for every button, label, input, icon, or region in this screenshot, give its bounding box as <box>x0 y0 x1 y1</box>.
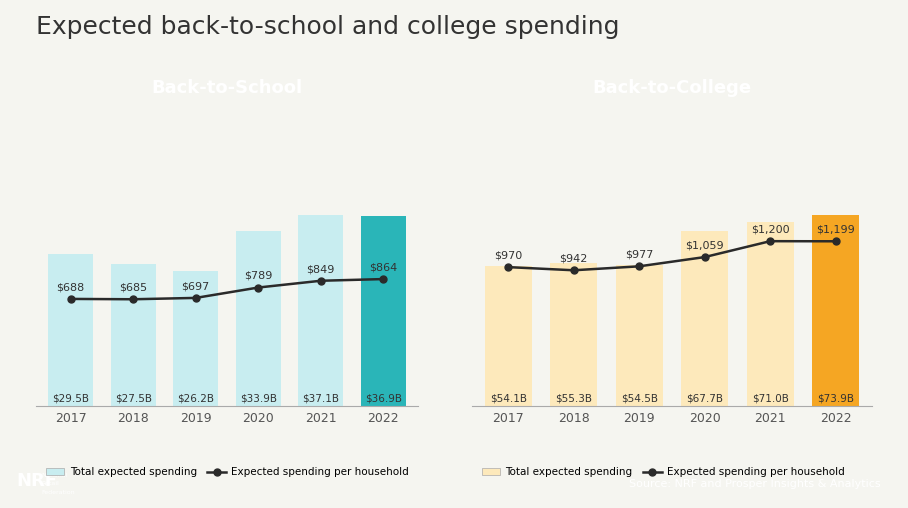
Text: Back-to-College: Back-to-College <box>592 79 752 98</box>
Text: $29.5B: $29.5B <box>52 394 89 403</box>
Bar <box>746 222 794 406</box>
Text: $697: $697 <box>182 281 210 291</box>
Text: Back-to-School: Back-to-School <box>152 79 302 98</box>
Text: $67.7B: $67.7B <box>686 394 723 403</box>
Bar <box>681 231 728 406</box>
Text: $977: $977 <box>625 249 654 260</box>
Bar <box>485 266 532 406</box>
Bar <box>812 215 859 406</box>
Legend: Total expected spending, Expected spending per household: Total expected spending, Expected spendi… <box>478 463 849 482</box>
Text: $54.1B: $54.1B <box>489 394 527 403</box>
Text: National: National <box>42 472 68 478</box>
Text: Retail: Retail <box>42 482 60 486</box>
Text: $970: $970 <box>494 250 522 261</box>
Text: $1,200: $1,200 <box>751 225 789 235</box>
Bar <box>48 254 94 406</box>
Legend: Total expected spending, Expected spending per household: Total expected spending, Expected spendi… <box>42 463 413 482</box>
Text: $27.5B: $27.5B <box>114 394 152 403</box>
Bar <box>236 231 281 406</box>
Bar <box>616 265 663 406</box>
Text: $688: $688 <box>56 282 84 292</box>
Text: $789: $789 <box>244 271 272 281</box>
Bar <box>360 216 406 406</box>
Text: $37.1B: $37.1B <box>302 394 340 403</box>
Text: $864: $864 <box>370 262 398 272</box>
Text: $55.3B: $55.3B <box>555 394 592 403</box>
Bar <box>173 271 218 406</box>
Text: $685: $685 <box>119 282 147 293</box>
Bar <box>298 215 343 406</box>
Text: Source: NRF and Prosper Insights & Analytics: Source: NRF and Prosper Insights & Analy… <box>629 479 881 489</box>
Text: $54.5B: $54.5B <box>621 394 657 403</box>
Text: $71.0B: $71.0B <box>752 394 789 403</box>
Text: Federation: Federation <box>42 490 75 495</box>
Text: $33.9B: $33.9B <box>240 394 277 403</box>
Bar <box>111 264 156 406</box>
Text: NRF: NRF <box>16 472 57 490</box>
Text: $942: $942 <box>559 253 587 264</box>
Text: Expected back-to-school and college spending: Expected back-to-school and college spen… <box>36 15 620 39</box>
Text: $26.2B: $26.2B <box>177 394 214 403</box>
Text: $849: $849 <box>307 264 335 274</box>
Bar <box>550 263 597 406</box>
Text: $36.9B: $36.9B <box>365 394 402 403</box>
Text: $1,199: $1,199 <box>816 225 855 235</box>
Text: $73.9B: $73.9B <box>817 394 854 403</box>
Text: $1,059: $1,059 <box>686 240 724 250</box>
